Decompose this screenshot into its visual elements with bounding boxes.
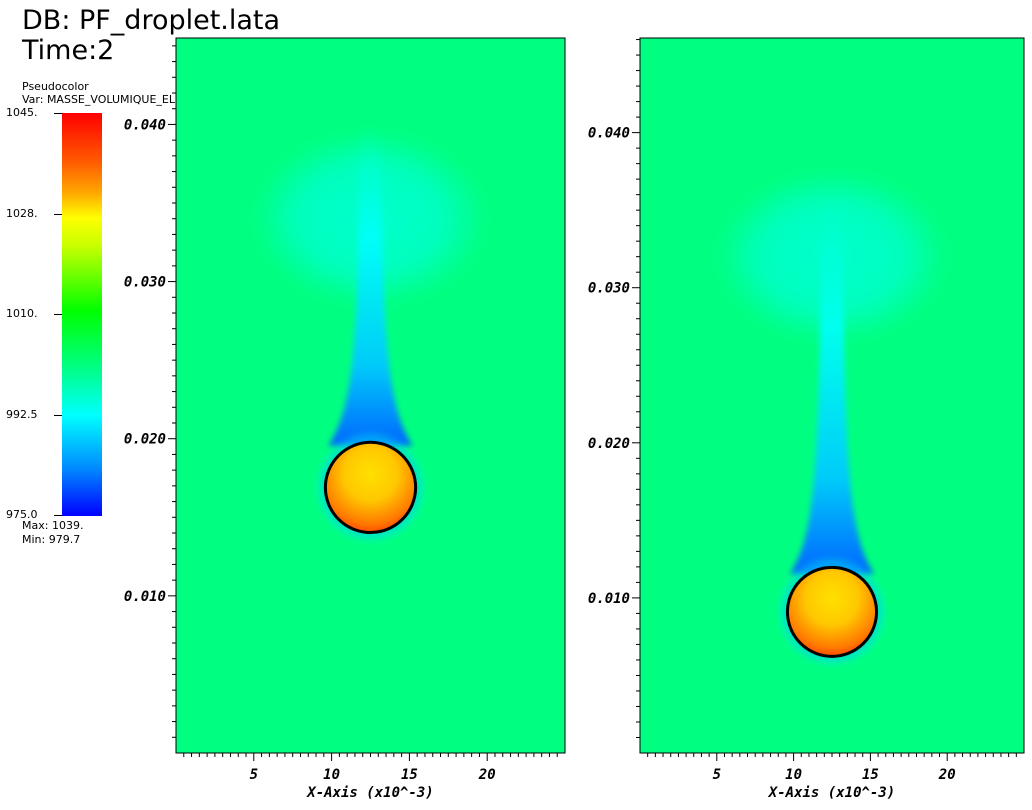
- legend-min: Min: 979.7: [22, 533, 81, 546]
- colorbar: [62, 113, 102, 516]
- x-axis-title: X-Axis (x10^-3): [768, 785, 895, 801]
- colorbar-tick-label: 992.5: [6, 408, 38, 421]
- y-tick-label: 0.040: [124, 117, 166, 133]
- colorbar-tick-label: 975.0: [6, 508, 38, 521]
- x-tick-label: 20: [478, 767, 496, 783]
- legend-plot-type: Pseudocolor: [22, 80, 89, 93]
- y-tick-label: 0.020: [124, 432, 166, 448]
- colorbar-tick: [54, 214, 62, 215]
- colorbar-tick-label: 1028.: [6, 207, 38, 220]
- colorbar-tick-label: 1045.: [6, 106, 38, 119]
- colorbar-tick: [54, 314, 62, 315]
- x-tick-label: 5: [250, 767, 258, 783]
- x-tick-label: 10: [323, 767, 340, 783]
- colorbar-tick: [54, 113, 62, 114]
- wake-tail: [790, 194, 874, 575]
- y-tick-label: 0.030: [124, 275, 166, 291]
- x-tick-label: 15: [862, 767, 879, 783]
- y-tick-label: 0.040: [588, 126, 630, 142]
- y-tick-label: 0.010: [588, 591, 630, 607]
- y-tick-label: 0.010: [124, 589, 166, 605]
- x-axis-title: X-Axis (x10^-3): [306, 785, 433, 801]
- droplet: [787, 567, 877, 657]
- y-tick-label: 0.020: [588, 436, 630, 452]
- droplet: [325, 442, 416, 533]
- droplet-interface: [323, 440, 418, 535]
- droplet-interface: [785, 565, 879, 658]
- colorbar-tick: [54, 415, 62, 416]
- legend-variable: Var: MASSE_VOLUMIQUE_ELEM_dom: [22, 93, 222, 106]
- plot-panel-2: 0.010 0.020 0.030 0.040 5 10 15 20 X-Axis (x10^-…: [588, 37, 1025, 801]
- wake-tail: [328, 124, 413, 446]
- x-tick-label: 5: [713, 767, 721, 783]
- time-title: Time:2: [22, 35, 115, 66]
- legend-max: Max: 1039.: [22, 519, 84, 532]
- x-tick-label: 10: [785, 767, 802, 783]
- colorbar-tick: [54, 515, 62, 516]
- plot-panel-1: 0.010 0.020 0.030 0.040 5 10 15 20 X-Axis (x10^-…: [124, 37, 566, 801]
- y-tick-label: 0.030: [588, 281, 630, 297]
- x-tick-label: 15: [401, 767, 418, 783]
- x-tick-label: 20: [938, 767, 956, 783]
- colorbar-tick-label: 1010.: [6, 307, 38, 320]
- database-title: DB: PF_droplet.lata: [22, 5, 281, 36]
